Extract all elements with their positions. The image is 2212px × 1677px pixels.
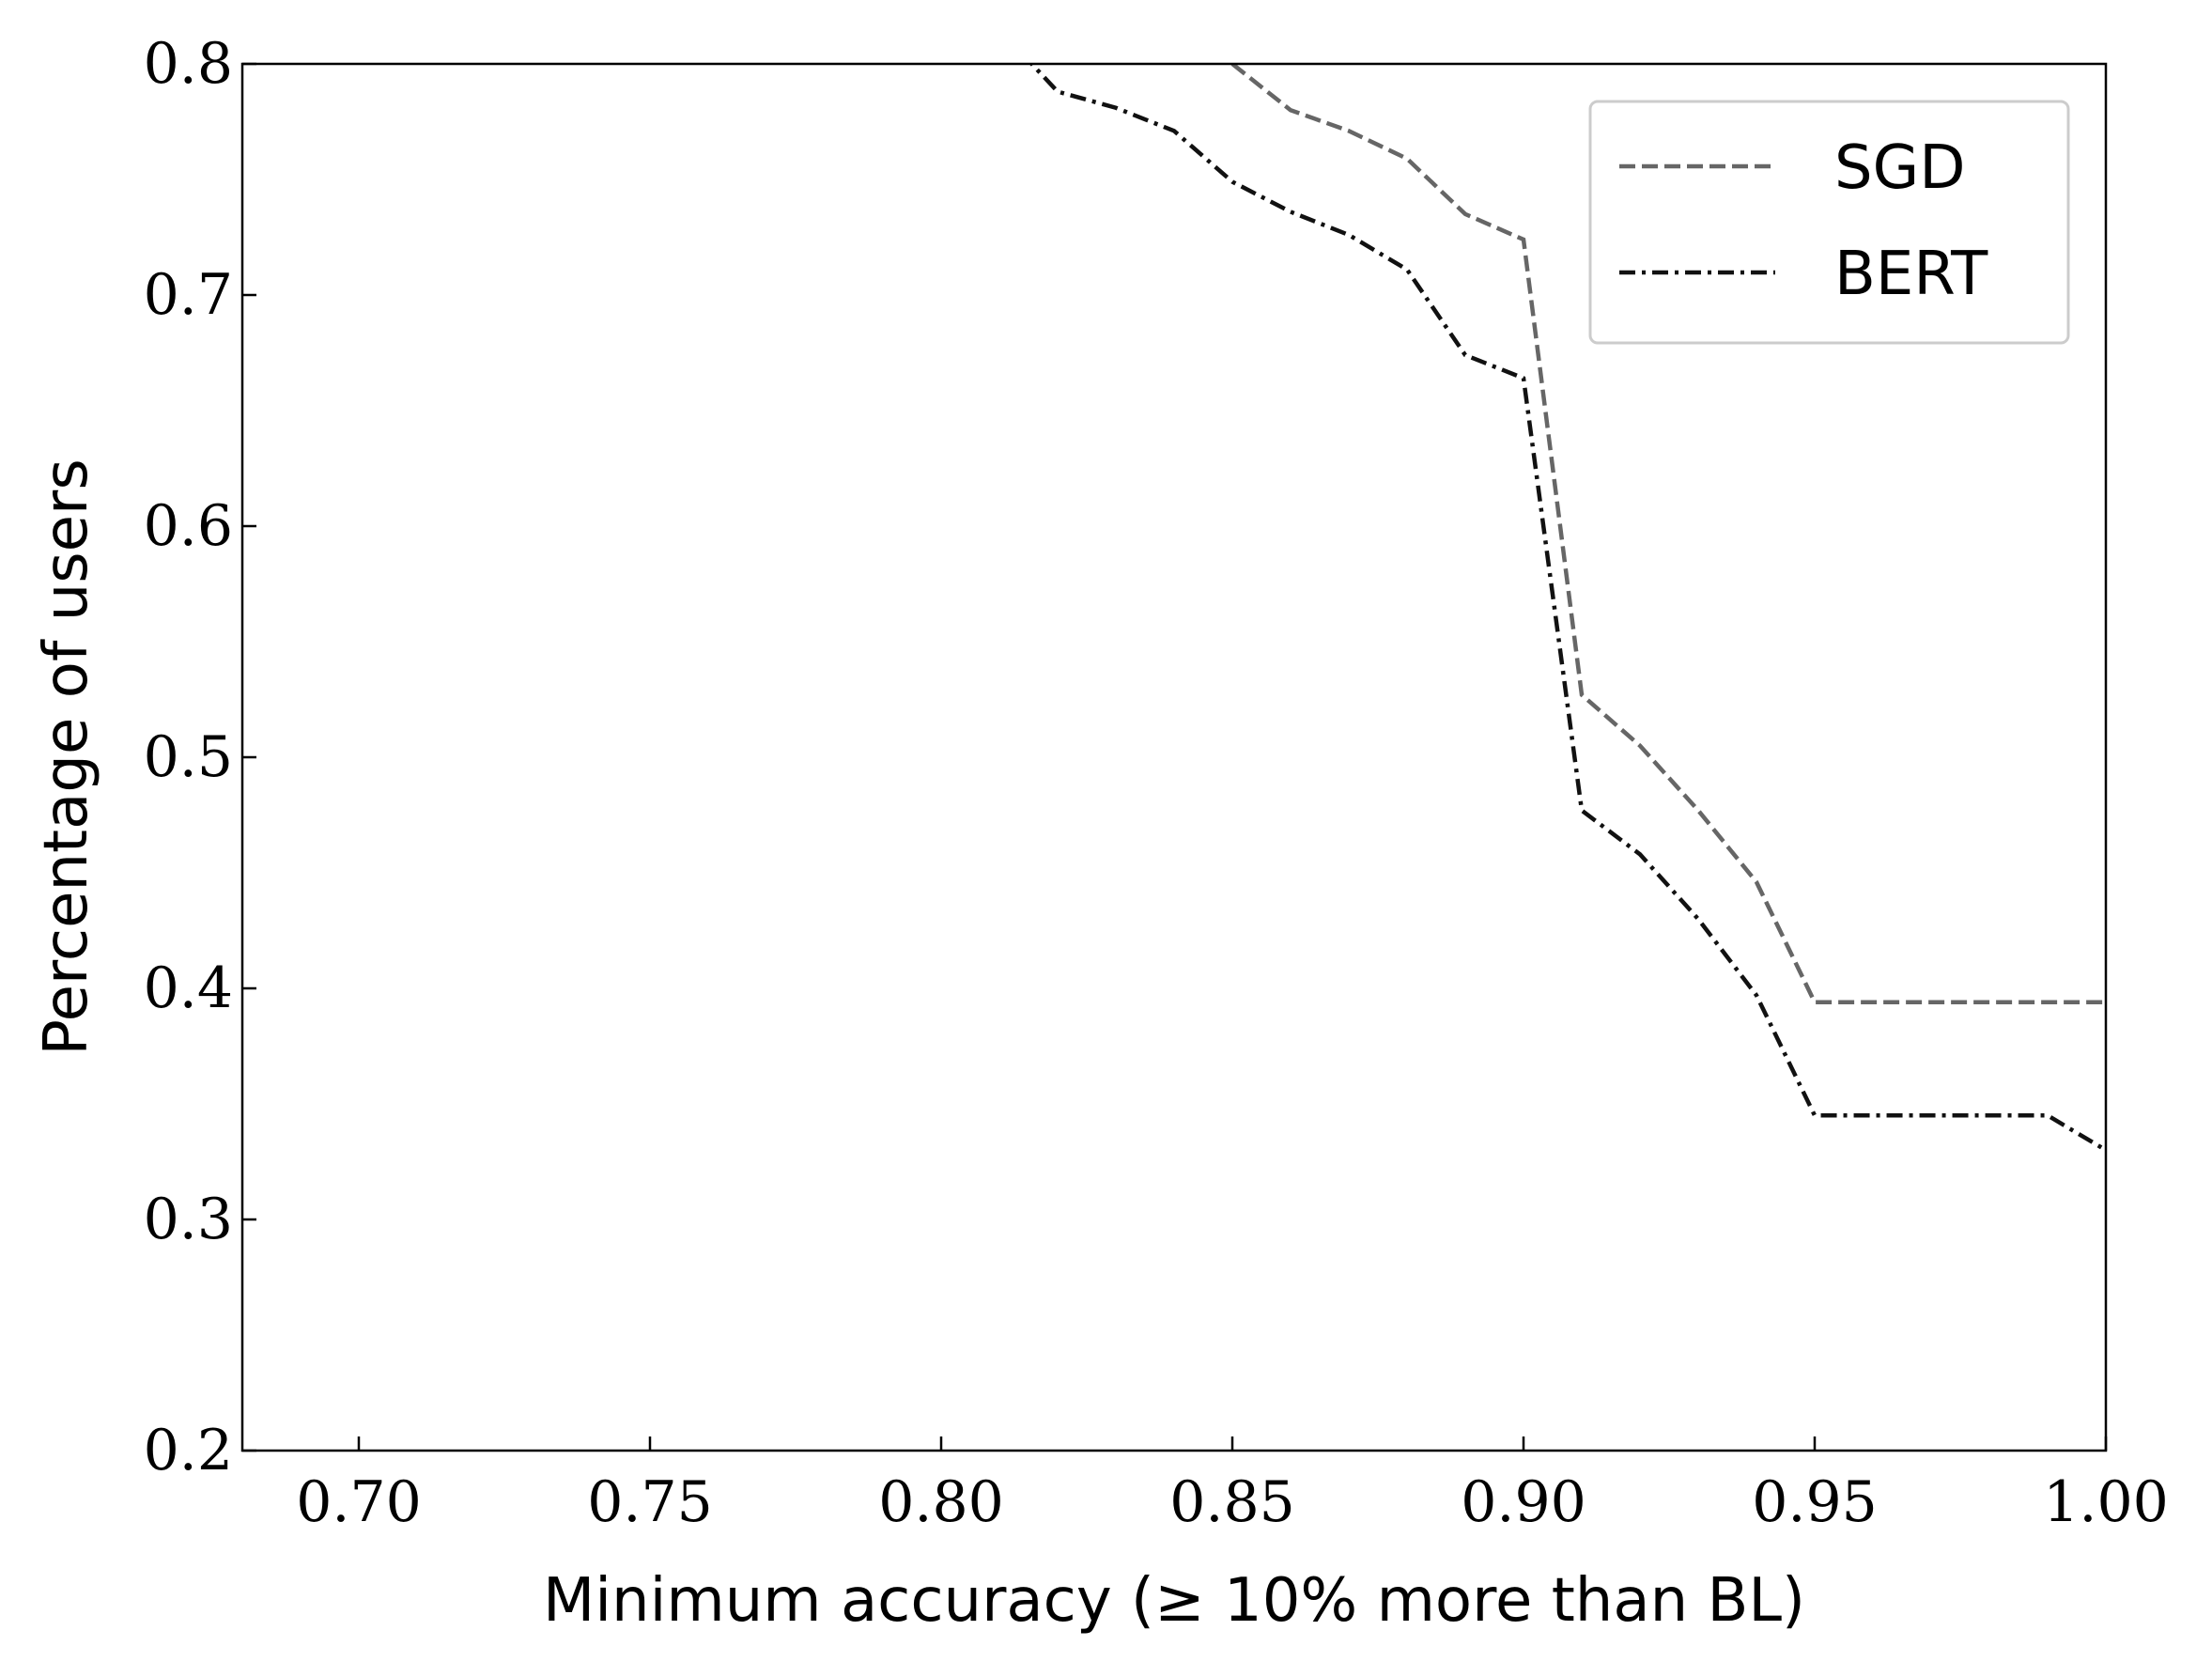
plot-frame	[240, 62, 2108, 1452]
y-tick-label: 0.4	[144, 955, 233, 1021]
x-tick-label: 0.70	[296, 1469, 422, 1535]
data-line	[1029, 64, 2106, 1153]
data-line	[1230, 64, 2106, 1005]
legend-box	[1588, 100, 2070, 345]
legend-label: SGD	[1834, 133, 1966, 203]
y-tick-label: 0.3	[144, 1187, 233, 1252]
x-tick-label: 0.85	[1169, 1469, 1295, 1535]
y-tick-label: 0.8	[144, 31, 233, 97]
y-tick-label: 0.7	[144, 262, 233, 328]
y-tick-label: 0.2	[144, 1418, 233, 1483]
y-tick-label: 0.5	[144, 724, 233, 790]
legend-label: BERT	[1834, 240, 1988, 309]
y-tick-label: 0.6	[144, 493, 233, 559]
x-tick-label: 0.75	[587, 1469, 713, 1535]
x-axis-label: Minimum accuracy (≥ 10% more than BL)	[543, 1566, 1805, 1636]
y-axis-label: Percentage of users	[32, 458, 101, 1055]
x-tick-label: 0.90	[1461, 1469, 1586, 1535]
x-tick-label: 0.80	[878, 1469, 1004, 1535]
x-tick-label: 0.95	[1752, 1469, 1878, 1535]
x-tick-label: 1.00	[2043, 1469, 2169, 1535]
plot-area	[1029, 64, 2106, 1153]
